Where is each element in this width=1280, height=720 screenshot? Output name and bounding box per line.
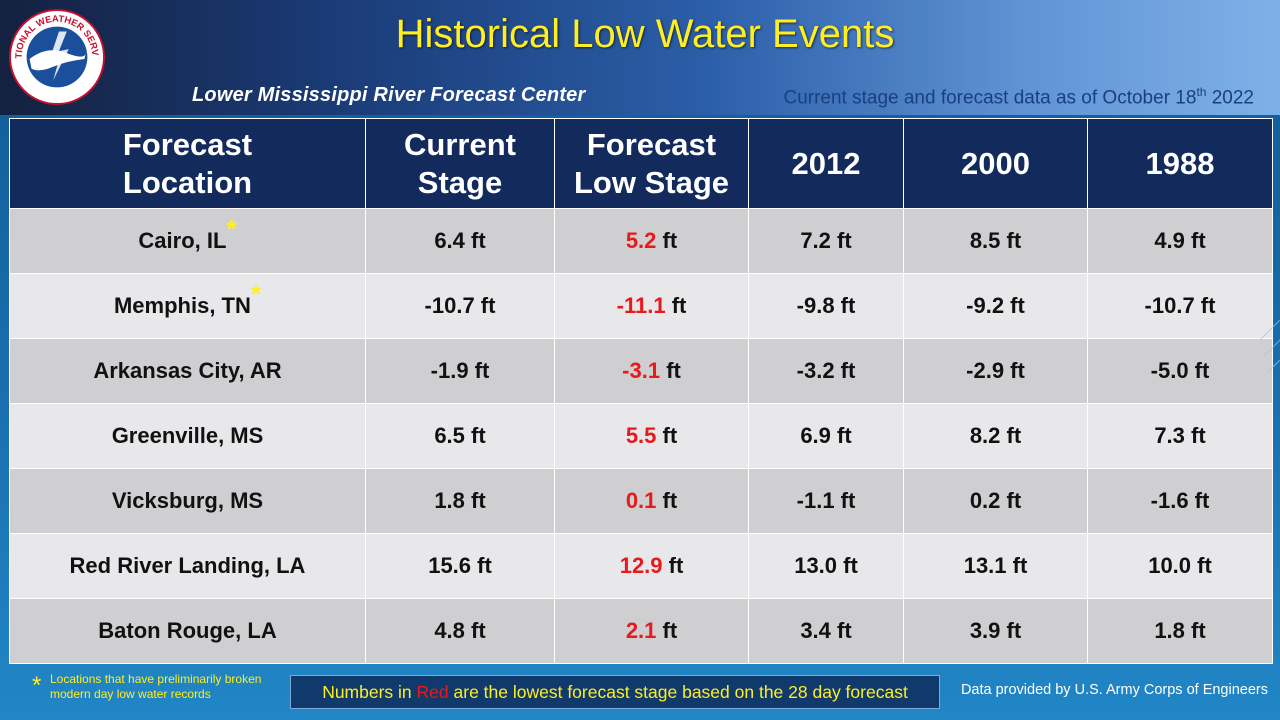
location-cell: Memphis, TN* [9,273,366,339]
location-cell: Red River Landing, LA [9,533,366,599]
col-header-2000: 2000 [903,118,1088,209]
year-2012-cell: 6.9 ft [748,403,904,469]
location-cell: Cairo, IL* [9,208,366,274]
date-note-suffix: 2022 [1206,87,1254,109]
year-1988-cell: 7.3 ft [1087,403,1273,469]
year-2012-cell: 3.4 ft [748,598,904,664]
year-2000-cell: 13.1 ft [903,533,1088,599]
low-water-table-wrap: Forecast Location Current Stage Forecast Lo… [9,118,1273,664]
location-cell: Greenville, MS [9,403,366,469]
year-2000-cell: 8.2 ft [903,403,1088,469]
year-2012-cell: -1.1 ft [748,468,904,534]
year-2012-cell: -9.8 ft [748,273,904,339]
year-2000-cell: 3.9 ft [903,598,1088,664]
col-header-2012: 2012 [748,118,904,209]
data-date-note: Current stage and forecast data as of Oc… [783,85,1254,109]
table-row: Red River Landing, LA 15.6 ft 12.9 ft 13… [9,533,1273,599]
current-stage-cell: 4.8 ft [365,598,555,664]
year-1988-cell: 1.8 ft [1087,598,1273,664]
table-row: Memphis, TN* -10.7 ft -11.1 ft -9.8 ft -… [9,273,1273,339]
forecast-low-cell: 12.9 ft [554,533,749,599]
forecast-low-cell: -3.1 ft [554,338,749,404]
red-numbers-note: Numbers in Red are the lowest forecast s… [290,675,940,709]
date-note-prefix: Current stage and forecast data as of Oc… [783,87,1197,109]
location-cell: Baton Rouge, LA [9,598,366,664]
record-footnote: * Locations that have preliminarily brok… [32,672,292,702]
forecast-low-cell: 2.1 ft [554,598,749,664]
year-1988-cell: 4.9 ft [1087,208,1273,274]
year-1988-cell: -1.6 ft [1087,468,1273,534]
record-star-icon: * [226,213,237,244]
forecast-center-name: Lower Mississippi River Forecast Center [192,84,586,106]
col-header-current-stage: Current Stage [365,118,555,209]
year-2000-cell: 8.5 ft [903,208,1088,274]
col-header-1988: 1988 [1087,118,1273,209]
year-1988-cell: -5.0 ft [1087,338,1273,404]
year-2012-cell: -3.2 ft [748,338,904,404]
footnote-text: Locations that have preliminarily broken… [50,672,262,701]
year-2000-cell: -9.2 ft [903,273,1088,339]
data-credit: Data provided by U.S. Army Corps of Engi… [960,682,1268,698]
forecast-low-cell: 5.2 ft [554,208,749,274]
page-title: Historical Low Water Events [395,12,895,56]
year-1988-cell: -10.7 ft [1087,273,1273,339]
year-1988-cell: 10.0 ft [1087,533,1273,599]
current-stage-cell: -1.9 ft [365,338,555,404]
header-banner: NATIONAL WEATHER SERVICE Historical Low … [0,0,1280,115]
corner-decoration [1260,319,1280,373]
year-2000-cell: 0.2 ft [903,468,1088,534]
nws-logo-icon: NATIONAL WEATHER SERVICE [8,8,106,106]
forecast-low-cell: -11.1 ft [554,273,749,339]
year-2012-cell: 7.2 ft [748,208,904,274]
current-stage-cell: 1.8 ft [365,468,555,534]
current-stage-cell: -10.7 ft [365,273,555,339]
table-row: Cairo, IL* 6.4 ft 5.2 ft 7.2 ft 8.5 ft 4… [9,208,1273,274]
forecast-low-cell: 0.1 ft [554,468,749,534]
location-cell: Arkansas City, AR [9,338,366,404]
col-header-location: Forecast Location [9,118,366,209]
year-2000-cell: -2.9 ft [903,338,1088,404]
current-stage-cell: 6.5 ft [365,403,555,469]
table-row: Baton Rouge, LA 4.8 ft 2.1 ft 3.4 ft 3.9… [9,598,1273,664]
forecast-low-cell: 5.5 ft [554,403,749,469]
current-stage-cell: 15.6 ft [365,533,555,599]
current-stage-cell: 6.4 ft [365,208,555,274]
low-water-table: Forecast Location Current Stage Forecast Lo… [9,118,1273,664]
red-word: Red [416,682,449,702]
footnote-star-icon: * [32,672,42,699]
table-row: Vicksburg, MS 1.8 ft 0.1 ft -1.1 ft 0.2 … [9,468,1273,534]
location-cell: Vicksburg, MS [9,468,366,534]
year-2012-cell: 13.0 ft [748,533,904,599]
col-header-forecast-low-stage: Forecast Low Stage [554,118,749,209]
record-star-icon: * [250,278,262,309]
table-row: Greenville, MS 6.5 ft 5.5 ft 6.9 ft 8.2 … [9,403,1273,469]
date-note-sup: th [1196,85,1207,99]
table-row: Arkansas City, AR -1.9 ft -3.1 ft -3.2 f… [9,338,1273,404]
table-header-row: Forecast Location Current Stage Forecast Lo… [9,118,1273,209]
